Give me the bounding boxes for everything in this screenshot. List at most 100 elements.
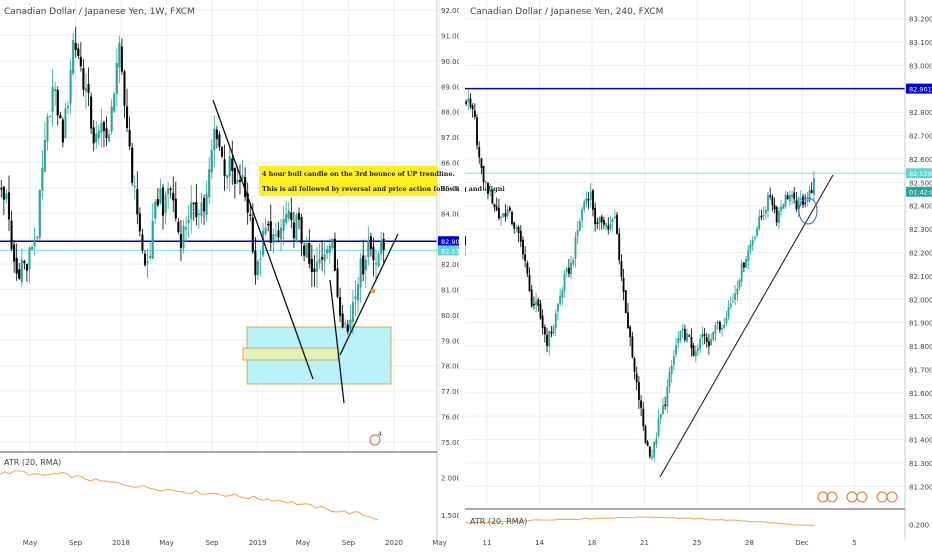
left-event-marker[interactable]: 4 bbox=[369, 431, 382, 446]
candle-body bbox=[810, 189, 813, 193]
four-hour-chart-pane[interactable]: 83.20083.10083.00082.90082.80082.70082.6… bbox=[464, 0, 932, 547]
candle-body bbox=[592, 190, 594, 210]
candle-body bbox=[662, 405, 664, 414]
y-tick-label: 85.000 bbox=[441, 185, 466, 193]
candle-body bbox=[710, 339, 713, 346]
y-tick-label: 82.200 bbox=[909, 250, 932, 258]
x-tick-label: May bbox=[296, 539, 310, 547]
candle-body bbox=[323, 254, 326, 261]
candle-body bbox=[482, 165, 485, 182]
y-tick-label: 81.600 bbox=[909, 390, 932, 398]
y-tick-label: 90.000 bbox=[441, 58, 466, 66]
candle-body bbox=[517, 227, 520, 234]
y-tick-label: 78.000 bbox=[441, 363, 466, 371]
left-zones bbox=[242, 326, 392, 385]
left-price-axis[interactable]: 92.000 91.000 90.000 89.000 88.000 87.000 86.0… bbox=[0, 0, 466, 540]
y-tick-label: 83.200 bbox=[909, 16, 932, 24]
y-tick-label: 81.500 bbox=[909, 413, 932, 421]
candle-body bbox=[513, 222, 516, 229]
candle-body bbox=[572, 259, 575, 265]
atr-line bbox=[464, 516, 816, 526]
right-atr-indicator bbox=[464, 516, 816, 526]
candle-body bbox=[637, 381, 640, 401]
y-tick-label: 81.700 bbox=[909, 366, 932, 374]
candle-body bbox=[187, 219, 190, 224]
left-time-axis[interactable]: May Sep 2018 May Sep 2019 May Sep 2020 May bbox=[23, 539, 447, 547]
y-tick-label: 86.000 bbox=[441, 160, 466, 168]
candle-body bbox=[725, 318, 728, 323]
candle-body bbox=[264, 227, 267, 234]
indicator-tick-label: 0.200 bbox=[909, 522, 929, 530]
right-event-markers[interactable] bbox=[817, 491, 898, 503]
candle-body bbox=[515, 227, 518, 229]
y-tick-label: 81.400 bbox=[909, 437, 932, 445]
annotation-note[interactable]: 4 hour bull candle on the 3rd bounce of … bbox=[259, 166, 505, 196]
y-tick-label: 81.800 bbox=[909, 343, 932, 351]
earnings-event-icon bbox=[846, 491, 858, 503]
candle-body bbox=[738, 280, 741, 288]
candle-body bbox=[369, 236, 372, 250]
candle-body bbox=[493, 204, 496, 208]
candle-body bbox=[213, 128, 216, 151]
right-time-axis[interactable]: 11 14 18 21 25 28 Dec 5 bbox=[483, 539, 857, 547]
candle-body bbox=[31, 246, 34, 250]
candle-body bbox=[331, 239, 334, 249]
candle-body bbox=[773, 204, 776, 210]
pane-divider[interactable] bbox=[459, 0, 465, 550]
candle-body bbox=[760, 215, 763, 218]
candle-body bbox=[215, 129, 218, 140]
candle-body bbox=[318, 259, 321, 264]
candle-body bbox=[346, 324, 349, 332]
candle-body bbox=[767, 194, 769, 211]
candle-body bbox=[476, 117, 478, 146]
candle-body bbox=[756, 228, 758, 236]
weekly-chart-pane[interactable]: 92.000 91.000 90.000 89.000 88.000 87.000 86.0… bbox=[0, 0, 505, 550]
candle-body bbox=[723, 324, 726, 328]
candle-body bbox=[82, 68, 85, 90]
earnings-event-icon bbox=[856, 491, 868, 503]
candle-body bbox=[20, 259, 23, 282]
y-tick-label: 87.000 bbox=[441, 134, 466, 142]
candle-body bbox=[480, 158, 483, 168]
candle-body bbox=[2, 186, 5, 200]
earnings-event-icon bbox=[369, 434, 381, 446]
y-tick-label: 77.000 bbox=[441, 388, 466, 396]
y-tick-label: 81.900 bbox=[909, 320, 932, 328]
candle-body bbox=[769, 195, 772, 197]
candle-body bbox=[354, 296, 357, 300]
candle-body bbox=[359, 258, 362, 288]
candle-body bbox=[703, 334, 706, 337]
y-tick-label: 75.000 bbox=[441, 439, 466, 447]
right-price-axis[interactable]: 83.20083.10083.00082.90082.80082.70082.6… bbox=[465, 0, 932, 540]
candle-body bbox=[594, 207, 597, 225]
price-label-text: 01:42:04 bbox=[909, 189, 932, 197]
candle-body bbox=[120, 46, 123, 72]
x-tick-label: 2019 bbox=[249, 539, 267, 547]
y-tick-label: 81.200 bbox=[909, 483, 932, 491]
candle-body bbox=[195, 201, 198, 218]
candle-body bbox=[174, 198, 177, 219]
price-label-tag bbox=[438, 236, 466, 247]
x-tick-label: 2018 bbox=[112, 539, 130, 547]
candle-body bbox=[228, 156, 231, 177]
candle-body bbox=[681, 328, 684, 331]
candle-body bbox=[377, 253, 380, 267]
candle-body bbox=[190, 202, 193, 219]
candle-body bbox=[123, 71, 126, 106]
candle-body bbox=[697, 348, 699, 352]
left-price-lines bbox=[0, 240, 437, 251]
candle-body bbox=[537, 299, 540, 306]
candle-body bbox=[712, 332, 715, 341]
candle-body bbox=[633, 358, 636, 372]
trendline-down bbox=[212, 99, 314, 380]
candle-body bbox=[786, 195, 789, 200]
candle-body bbox=[56, 89, 59, 116]
candle-body bbox=[519, 230, 522, 242]
candle-body bbox=[672, 355, 675, 365]
y-tick-label: 80.000 bbox=[441, 312, 466, 320]
candle-body bbox=[762, 214, 765, 217]
candle-body bbox=[609, 223, 612, 230]
candle-body bbox=[670, 365, 673, 374]
